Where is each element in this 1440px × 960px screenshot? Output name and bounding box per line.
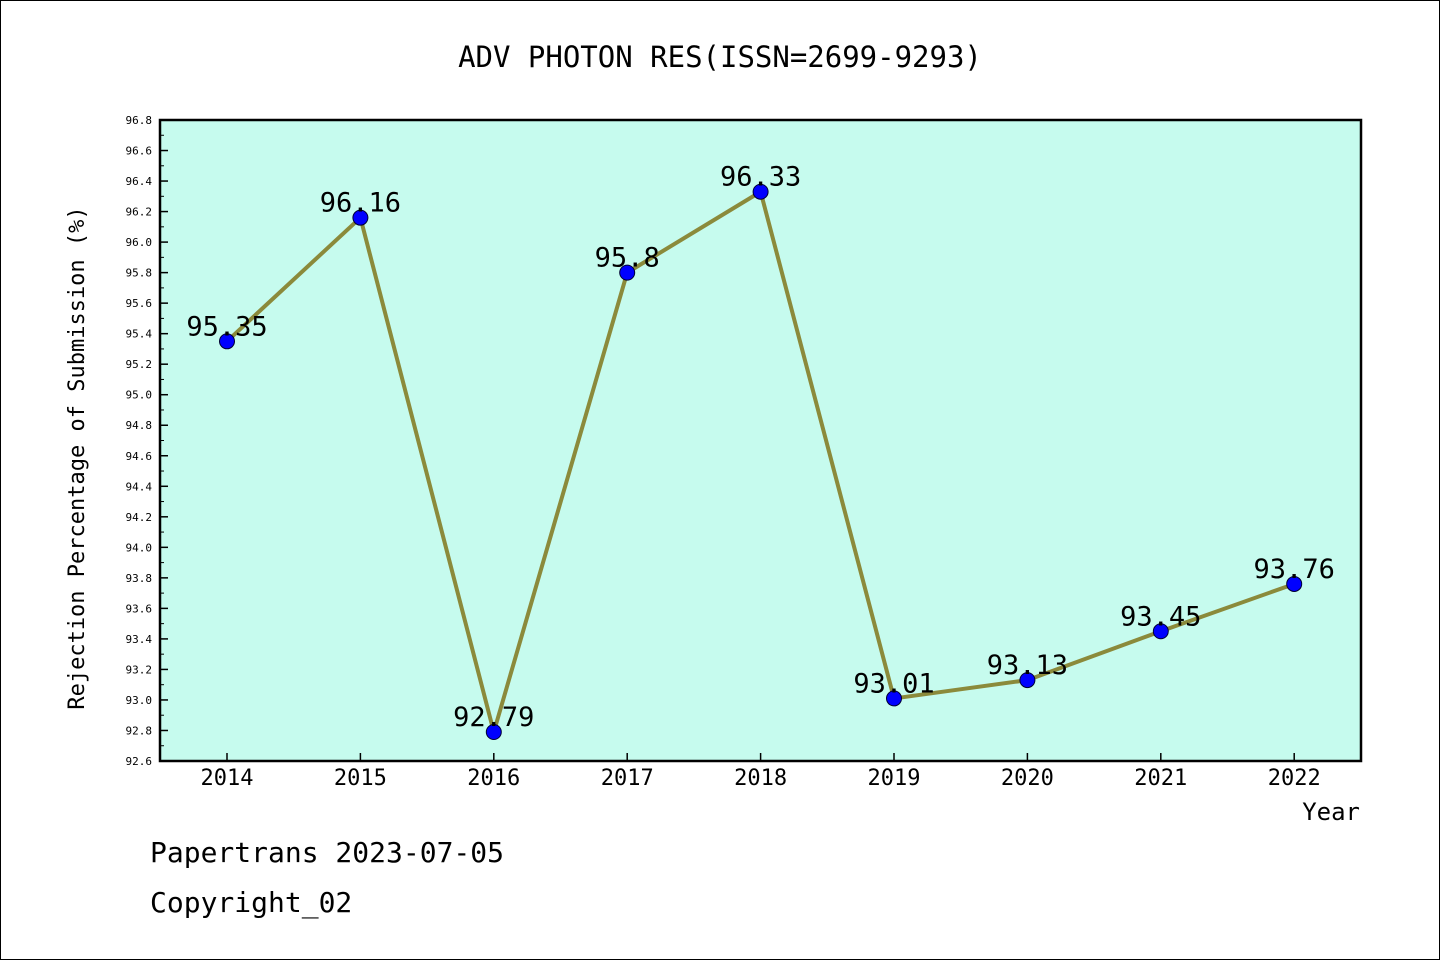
y-axis-ticks: 92.6 92.8 93.0 93.2 93.4 93.6 93.8 94.0 94.2 94.4… <box>126 114 168 768</box>
y-tick-label: 95.4 <box>126 328 153 341</box>
x-tick-label: 2016 <box>467 766 520 791</box>
data-point-marker <box>485 724 502 741</box>
y-tick-label: 96.8 <box>126 114 153 127</box>
data-point-marker <box>219 333 235 350</box>
chart-title: ADV PHOTON RES(ISSN=2699-9293) <box>458 40 982 74</box>
x-tick-label: 2022 <box>1268 766 1321 791</box>
y-tick-label: 95.8 <box>126 267 153 280</box>
data-point-marker <box>352 209 369 226</box>
data-point-marker <box>752 183 769 200</box>
x-axis-label: Year <box>1302 798 1360 826</box>
y-tick-label: 94.4 <box>126 480 153 493</box>
data-point-marker <box>1019 672 1036 689</box>
data-label: 93.01 <box>853 668 934 699</box>
x-tick-label: 2018 <box>734 766 787 791</box>
y-tick-label: 93.8 <box>126 572 153 585</box>
y-tick-label: 93.0 <box>126 694 153 707</box>
y-tick-label: 93.2 <box>126 663 153 676</box>
data-label: 95.8 <box>595 243 660 274</box>
y-tick-label: 96.6 <box>126 145 153 158</box>
series-line-group <box>219 183 1303 741</box>
y-tick-label: 93.4 <box>126 633 153 646</box>
y-tick-label: 94.0 <box>126 541 153 554</box>
x-axis-ticks: 2014 2015 2016 2017 2018 2019 2020 2021 2022 <box>201 753 1321 791</box>
data-label: 93.76 <box>1254 554 1335 585</box>
data-label: 96.33 <box>720 162 801 193</box>
data-labels-group: 95.35 96.16 92.79 95.8 96.33 93.01 93.13 93.45 9… <box>186 162 1334 733</box>
footer-date-text: Papertrans 2023-07-05 <box>150 836 505 869</box>
data-label: 92.79 <box>453 702 534 733</box>
y-tick-label: 92.8 <box>126 724 153 737</box>
y-tick-label: 95.2 <box>126 358 153 371</box>
data-point-marker <box>619 264 636 281</box>
data-label: 93.45 <box>1120 601 1201 632</box>
y-tick-label: 92.6 <box>126 755 153 768</box>
y-tick-label: 96.2 <box>126 206 153 219</box>
y-tick-label: 95.6 <box>126 297 153 310</box>
x-tick-label: 2014 <box>201 766 254 791</box>
x-tick-label: 2015 <box>334 766 387 791</box>
y-tick-label: 94.6 <box>126 450 153 463</box>
x-tick-label: 2020 <box>1001 766 1054 791</box>
y-tick-label: 96.0 <box>126 236 153 249</box>
x-tick-label: 2021 <box>1134 766 1187 791</box>
data-label: 95.35 <box>186 311 267 342</box>
data-point-marker <box>886 690 902 707</box>
footer-copyright-text: Copyright_02 <box>150 886 353 919</box>
y-tick-label: 94.8 <box>126 419 153 432</box>
y-tick-label: 95.0 <box>126 389 153 402</box>
x-tick-label: 2017 <box>601 766 654 791</box>
data-label: 93.13 <box>987 650 1068 681</box>
y-tick-label: 93.6 <box>126 602 153 615</box>
plot-area <box>158 118 1363 763</box>
y-tick-label: 96.4 <box>126 175 153 188</box>
y-tick-label: 94.2 <box>126 511 153 524</box>
data-point-marker <box>1286 575 1303 592</box>
data-label: 96.16 <box>320 188 401 219</box>
y-axis-label: Rejection Percentage of Submission (%) <box>65 206 90 709</box>
x-tick-label: 2019 <box>868 766 921 791</box>
data-point-marker <box>1152 623 1169 640</box>
